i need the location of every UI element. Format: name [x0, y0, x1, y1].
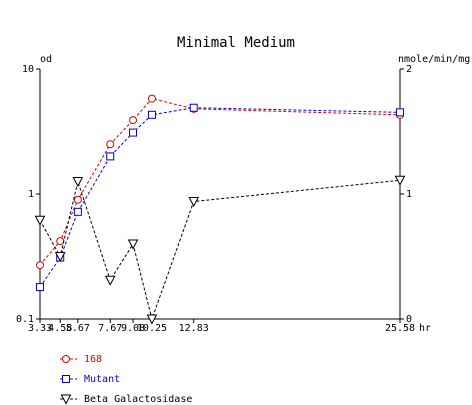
data-point — [104, 275, 116, 286]
data-point — [396, 108, 404, 117]
series-line — [39, 179, 401, 321]
legend-marker — [62, 355, 70, 363]
data-point — [73, 195, 82, 204]
x-tick-label: 3.33 — [28, 323, 52, 334]
data-point — [54, 252, 66, 263]
right-tick-label: 1 — [406, 189, 412, 200]
right-tick-label: 2 — [406, 64, 412, 75]
data-point — [73, 207, 82, 216]
data-point — [146, 314, 158, 325]
legend-label: Mutant — [84, 374, 120, 385]
series-layer — [34, 94, 406, 325]
x-axis-label: hr — [419, 323, 431, 334]
data-point — [56, 237, 65, 246]
data-point — [147, 94, 156, 103]
legend-entry: Beta Galactosidase — [60, 394, 192, 405]
series-1 — [36, 103, 404, 292]
legend-label: 168 — [84, 354, 102, 365]
data-point — [189, 103, 198, 112]
legend-label: Beta Galactosidase — [84, 394, 192, 405]
right-tick-label: 0 — [406, 314, 412, 325]
right-axis-label: nmole/min/mg — [398, 54, 470, 65]
legend-entry: 168 — [60, 354, 102, 365]
legend-entry: Mutant — [60, 374, 120, 385]
data-point — [127, 239, 139, 250]
legend-marker — [60, 394, 72, 405]
data-point — [394, 175, 406, 186]
chart-title: Minimal Medium — [177, 35, 295, 51]
legend: 168 Mutant Beta Galactosidase — [60, 354, 192, 405]
left-tick-label: 1 — [28, 189, 34, 200]
legend-marker — [62, 375, 70, 383]
data-point — [188, 197, 200, 208]
data-point — [36, 283, 44, 292]
series-line — [39, 98, 401, 266]
series-0 — [36, 94, 404, 270]
data-point — [34, 215, 46, 226]
x-tick-label: 10.25 — [137, 323, 167, 334]
x-tick-label: 5.67 — [66, 323, 90, 334]
x-tick-label: 4.58 — [48, 323, 72, 334]
series-2 — [34, 175, 406, 325]
x-tick-label: 12.83 — [179, 323, 209, 334]
data-point — [129, 128, 138, 137]
data-point — [72, 177, 84, 188]
data-point — [106, 152, 115, 161]
x-tick-label: 25.58 — [385, 323, 415, 334]
left-tick-label: 10 — [22, 64, 34, 75]
left-axis-label: od — [40, 54, 52, 65]
data-point — [147, 110, 156, 119]
data-point — [129, 116, 138, 125]
data-point — [106, 140, 115, 149]
x-tick-label: 7.67 — [98, 323, 122, 334]
x-tick-label: 9.08 — [121, 323, 145, 334]
data-point — [36, 261, 44, 270]
axes — [39, 69, 401, 320]
series-line — [39, 107, 401, 288]
left-tick-label: 0.1 — [16, 314, 34, 325]
